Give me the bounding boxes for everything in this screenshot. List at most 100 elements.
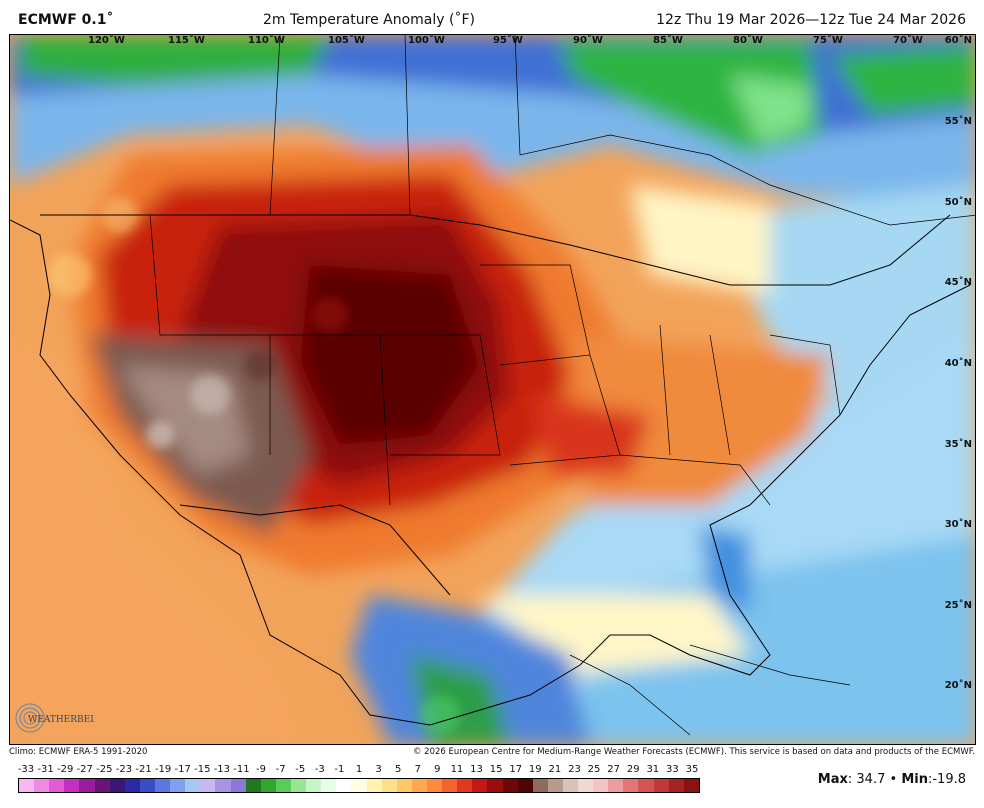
scale-label: -23 [115,764,133,775]
scale-label: 9 [434,764,441,775]
us-canada-border [40,214,951,286]
scale-swatch [154,779,171,792]
map-title: 2m Temperature Anomaly (˚F) [263,12,475,28]
max-label: Max [817,772,848,787]
lon-label: 80˚W [733,35,763,46]
lon-label: 95˚W [493,35,523,46]
scale-swatch [593,779,609,792]
scale-labels: -33 -31 -29 -27 -25 -23 -21 -19 -17 -15 -13 -11 -9 -7… [18,764,700,778]
min-label: Min [901,772,928,787]
lon-label: 120˚W [88,35,125,46]
scale-label: 5 [394,764,402,775]
scale-label: -7 [275,764,286,775]
scale-swatch [64,779,80,792]
lat-label: 35˚N [944,439,972,450]
scale-label: -11 [233,764,250,775]
scale-label: 7 [414,764,421,775]
scale-label: -19 [154,764,172,775]
lon-label: 85˚W [653,35,683,46]
scale-swatch [411,779,427,792]
scale-label: -13 [213,764,231,775]
scale-label: 17 [509,764,523,775]
scale-swatch [336,779,352,792]
scale-swatch [124,779,140,792]
scale-swatch [79,779,95,792]
scale-label: 13 [470,764,483,775]
scale-label: 31 [646,764,660,775]
scale-swatch [139,779,155,792]
scale-swatch [245,779,261,792]
scale-swatch [109,779,125,792]
scale-swatch [215,779,231,792]
scale-swatch [668,779,684,792]
scale-label: -31 [37,764,54,775]
scale-swatch [562,779,579,792]
scale-swatch [683,779,699,792]
scale-swatch [502,779,518,792]
lat-label: 40˚N [944,358,972,369]
scale-label: 11 [450,764,464,775]
map-canvas [10,35,975,744]
anomaly-map[interactable] [9,34,976,745]
scale-label: -17 [174,764,191,775]
lon-label: 70˚W [893,35,923,46]
lon-label: 75˚W [813,35,843,46]
lon-label: 100˚W [408,35,445,46]
scale-label: -21 [135,764,152,775]
scale-label: 1 [355,764,363,775]
scale-label: 23 [568,764,581,775]
scale-swatch [230,779,246,792]
scale-swatch [578,779,594,792]
lat-label: 20˚N [944,680,972,691]
scale-swatch [306,779,322,792]
scale-label: -1 [334,764,345,775]
scale-swatch [623,779,639,792]
weatherbell-logo: WEATHERBELL [14,698,102,738]
scale-swatch [19,779,35,792]
max-min-stats: Max: 34.7 • Min:-19.8 [817,772,966,787]
scale-swatch [638,779,654,792]
scale-label: 35 [685,764,699,775]
scale-swatch [426,779,443,792]
lat-label: 60˚N [944,35,972,46]
max-value: 34.7 [856,772,886,787]
stats-separator: • [889,772,898,787]
mexico-cold [350,595,590,744]
scale-label: 29 [626,764,640,775]
scale-swatch [487,779,503,792]
scale-swatch [260,779,276,792]
scale-label: -25 [96,764,113,775]
scale-swatch [366,779,382,792]
scale-swatch [275,779,291,792]
lat-label: 30˚N [944,519,972,530]
lat-label: 55˚N [944,116,972,127]
scale-swatch [608,779,624,792]
min-value: -19.8 [932,772,966,787]
copyright-note: © 2026 European Centre for Medium-Range … [412,747,975,757]
scale-swatch [34,779,50,792]
lat-label: 25˚N [944,600,972,611]
scale-swatch [290,779,307,792]
lon-label: 115˚W [168,35,205,46]
scale-swatch [517,779,533,792]
scale-swatch [653,779,669,792]
scale-label: -33 [17,764,35,775]
scale-swatch [200,779,216,792]
scale-label: 21 [548,764,562,775]
us-mexico-border [179,504,451,596]
scale-swatch [94,779,110,792]
scale-swatch [185,779,201,792]
coastline [10,219,971,726]
scale-swatch [547,779,563,792]
logo-text: WEATHERBELL [28,715,94,725]
scale-label: -29 [57,764,74,775]
lat-label: 45˚N [944,277,972,288]
scale-swatch [381,779,397,792]
color-scale: -33 -31 -29 -27 -25 -23 -21 -19 -17 -15 -13 -11 -9 -7… [18,764,700,793]
scale-swatch [321,779,337,792]
scale-label: 15 [489,764,503,775]
lat-label: 50˚N [944,197,972,208]
scale-swatch [170,779,186,792]
scale-label: 25 [587,764,601,775]
scale-bar [18,778,700,793]
